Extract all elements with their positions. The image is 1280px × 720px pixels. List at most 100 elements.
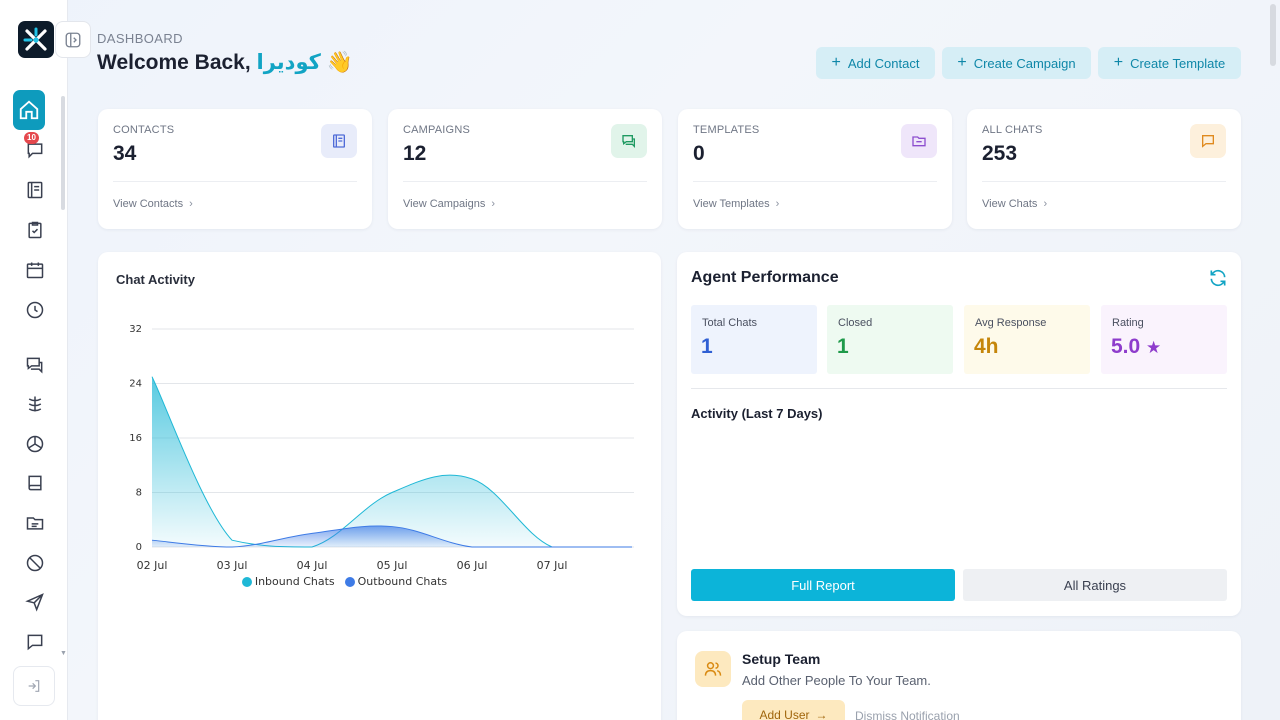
y-tick-label: 0 <box>136 542 142 553</box>
view-campaigns-link[interactable]: View Campaigns › <box>403 198 495 210</box>
metric-total-chats: Total Chats 1 <box>691 305 817 374</box>
legend-dot <box>241 576 252 587</box>
metric-label: Closed <box>838 317 873 329</box>
plus-icon: + <box>1113 54 1124 71</box>
create-campaign-button[interactable]: + Create Campaign <box>942 47 1091 79</box>
sidebar-item-contacts[interactable] <box>15 170 55 210</box>
sidebar-item-dashboard[interactable] <box>13 90 45 130</box>
page-scrollbar[interactable] <box>1270 4 1276 66</box>
breadcrumb: DASHBOARD <box>97 31 183 46</box>
flow-icon <box>28 396 42 412</box>
setup-team-description: Add Other People To Your Team. <box>742 673 931 688</box>
sidebar-item-calendar[interactable] <box>15 250 55 290</box>
folder-icon <box>26 517 44 530</box>
x-tick-label: 06 Jul <box>457 559 488 572</box>
clipboard-check-icon <box>28 221 42 239</box>
logo-icon <box>23 27 47 51</box>
folder-icon <box>901 124 937 158</box>
metric-rating: Rating 5.0 ★ <box>1101 305 1227 374</box>
sidebar-item-comments[interactable] <box>15 622 55 662</box>
welcome-text: Welcome Back, <box>97 51 251 74</box>
create-template-label: Create Template <box>1130 55 1226 71</box>
link-label: View Campaigns <box>403 198 486 210</box>
sidebar-collapse-button[interactable] <box>55 21 91 58</box>
messages-icon <box>26 357 43 374</box>
divider <box>693 181 937 182</box>
calendar-icon <box>26 262 44 279</box>
scroll-down-arrow-icon[interactable]: ▼ <box>60 650 67 657</box>
home-icon <box>19 100 39 120</box>
stat-label: ALL CHATS <box>982 124 1043 136</box>
comment-icon <box>27 634 43 651</box>
send-icon <box>25 593 44 612</box>
contacts-book-icon <box>27 181 43 199</box>
metric-label: Total Chats <box>702 317 758 329</box>
chevron-right-icon: › <box>189 198 193 210</box>
setup-team-title: Setup Team <box>742 651 821 667</box>
sidebar-item-blocked[interactable] <box>15 543 55 583</box>
metric-value: 1 <box>837 335 849 358</box>
metric-avg-response: Avg Response 4h <box>964 305 1090 374</box>
create-campaign-label: Create Campaign <box>973 55 1076 71</box>
plus-icon: + <box>957 54 967 71</box>
legend-inbound[interactable]: Inbound Chats <box>241 575 335 588</box>
refresh-icon[interactable] <box>1208 268 1228 288</box>
stat-card-campaigns: CAMPAIGNS 12 View Campaigns › <box>388 109 662 229</box>
block-icon <box>26 554 44 572</box>
sidebar-item-knowledge[interactable] <box>15 463 55 503</box>
chart-title: Chat Activity <box>116 272 195 287</box>
y-tick-label: 24 <box>129 379 142 390</box>
users-icon <box>695 651 731 687</box>
divider <box>982 181 1226 182</box>
logout-icon <box>28 680 40 692</box>
view-chats-link[interactable]: View Chats › <box>982 198 1047 210</box>
add-user-button[interactable]: Add User → <box>742 700 845 720</box>
dismiss-notification-link[interactable]: Dismiss Notification <box>855 709 960 720</box>
sidebar-scrollbar[interactable] <box>61 96 65 210</box>
link-label: View Contacts <box>113 198 184 210</box>
series-area <box>152 525 632 547</box>
sidebar-item-tasks[interactable] <box>15 210 55 250</box>
x-tick-label: 03 Jul <box>217 559 248 572</box>
view-templates-link[interactable]: View Templates › <box>693 198 779 210</box>
metric-label: Rating <box>1112 317 1144 329</box>
sidebar-item-broadcast[interactable] <box>15 582 55 622</box>
contacts-book-icon <box>321 124 357 158</box>
wave-emoji: 👋 <box>326 51 353 74</box>
add-user-label: Add User <box>759 708 810 720</box>
x-tick-label: 02 Jul <box>137 559 168 572</box>
box-icon <box>26 435 44 453</box>
all-ratings-button[interactable]: All Ratings <box>963 569 1227 601</box>
y-tick-label: 8 <box>136 488 142 499</box>
stat-value: 253 <box>982 142 1018 165</box>
agent-performance-title: Agent Performance <box>691 269 839 286</box>
chat-activity-chart: 0 8 16 24 32 02 Jul 03 Jul 04 Jul 05 Jul 06 Jul 0… <box>129 324 634 572</box>
view-contacts-link[interactable]: View Contacts › <box>113 198 193 210</box>
metric-value: 5.0 ★ <box>1111 335 1161 359</box>
divider <box>403 181 647 182</box>
sidebar-item-integrations[interactable] <box>15 424 55 464</box>
stat-value: 12 <box>403 142 427 165</box>
add-contact-button[interactable]: + Add Contact <box>816 47 935 79</box>
stat-label: CONTACTS <box>113 124 175 136</box>
x-tick-label: 05 Jul <box>377 559 408 572</box>
chat-activity-card: Chat Activity 0 8 16 24 32 02 Jul 03 Jul 04 Ju… <box>98 252 661 720</box>
full-report-button[interactable]: Full Report <box>691 569 955 601</box>
app-logo[interactable] <box>18 21 54 58</box>
x-tick-label: 07 Jul <box>537 559 568 572</box>
stat-label: TEMPLATES <box>693 124 760 136</box>
series-line <box>151 376 632 548</box>
legend-label: Outbound Chats <box>357 575 448 588</box>
sidebar-item-flows[interactable] <box>15 384 55 424</box>
sidebar-item-inbox[interactable]: 10 <box>15 130 55 170</box>
sidebar-item-history[interactable] <box>15 290 55 330</box>
create-template-button[interactable]: + Create Template <box>1098 47 1241 79</box>
legend-outbound[interactable]: Outbound Chats <box>344 575 448 588</box>
setup-team-card: Setup Team Add Other People To Your Team… <box>677 631 1241 720</box>
logout-button[interactable] <box>13 666 55 706</box>
stat-card-templates: TEMPLATES 0 View Templates › <box>678 109 952 229</box>
stat-label: CAMPAIGNS <box>403 124 470 136</box>
legend-label: Inbound Chats <box>254 575 335 588</box>
sidebar-item-files[interactable] <box>15 503 55 543</box>
sidebar-item-conversations[interactable] <box>15 345 55 385</box>
